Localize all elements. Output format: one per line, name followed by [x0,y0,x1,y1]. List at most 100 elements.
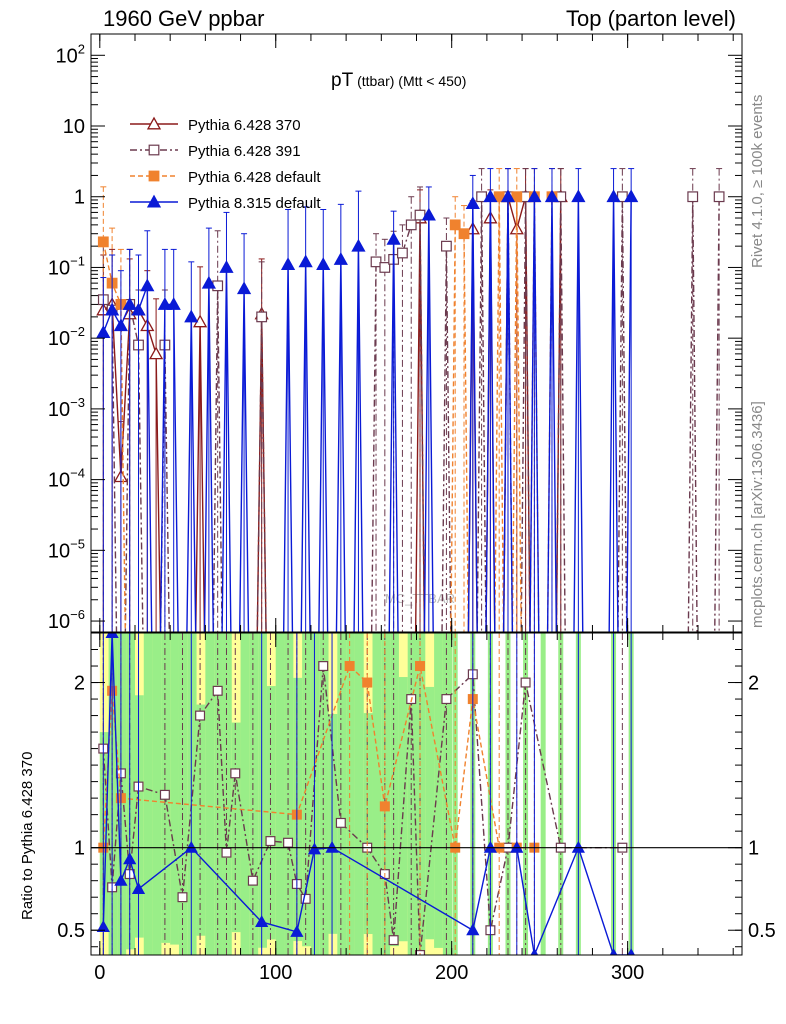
ratio-y-axis-label: Ratio to Pythia 6.428 370 [19,751,36,920]
ratio-uncertainty-band-layer [99,633,634,955]
data-point-marker [122,297,137,310]
data-point-marker [483,189,498,203]
ratio-band-green [319,633,330,955]
ratio-band-green [434,633,444,948]
header-left-label: 1960 GeV ppbar [103,6,265,31]
data-point-marker [379,262,391,273]
main-y-tick-label: 10 [63,116,85,138]
ratio-band-green [205,633,215,955]
ratio-band-green [442,633,453,955]
tick-exponent: −5 [70,536,85,551]
data-point-marker [177,892,188,903]
data-point-marker [146,194,162,208]
data-point-marker [236,281,252,295]
data-point-marker [571,189,586,203]
data-point-marker [255,915,269,928]
main-y-tick-label: 10−3 [48,395,85,421]
ratio-band-green [275,633,286,955]
ratio-band-green [354,633,365,955]
ratio-band-green [196,704,206,936]
data-point-marker [500,189,516,203]
legend-label: Pythia 6.428 391 [188,143,301,160]
main-y-tick-label: 10−2 [48,324,85,350]
data-point-marker [335,817,346,828]
data-point-marker [300,893,311,904]
data-point-marker [458,228,470,240]
data-point-marker [386,231,401,245]
ratio-band-green [258,633,268,948]
tick-exponent: −6 [70,607,85,622]
ratio-y-tick-label-right: 0.5 [748,920,776,942]
data-point-marker [283,837,294,848]
data-point-marker [627,948,635,955]
ratio-band-green [337,633,347,955]
ratio-band-green [134,695,145,938]
data-point-marker [351,238,366,252]
data-point-marker [159,789,170,800]
data-point-marker [221,847,232,858]
data-point-marker [333,252,348,265]
data-point-marker [370,256,382,268]
legend-label: Pythia 6.428 370 [188,117,301,134]
tick-exponent: −3 [70,395,85,410]
data-point-marker [307,842,322,855]
data-point-marker [466,923,480,936]
ratio-band-green [390,633,400,947]
ratio-band-green [328,713,338,934]
legend-label: Pythia 8.315 default [188,195,321,212]
header-right-label: Top (parton level) [566,6,736,31]
x-tick-label: 200 [435,962,468,984]
data-point-marker [397,247,408,259]
data-point-marker [148,144,160,156]
ratio-band-green [284,633,294,955]
data-point-marker [96,325,111,339]
data-point-marker [131,302,146,316]
tick-base: 10 [48,470,70,492]
tick-exponent: −4 [70,466,85,481]
ratio-band-green [231,722,242,933]
x-tick-label: 300 [611,962,644,984]
data-point-marker [97,236,109,248]
plot-title: pT (ttbar) (Mtt < 450) [331,70,466,91]
ratio-band-green [425,686,435,940]
ratio-band-green [363,713,374,935]
data-point-marker [530,948,539,955]
data-point-marker [441,694,452,705]
plot-title-main: pT [331,70,354,91]
data-point-marker [290,925,304,937]
data-point-marker [184,309,199,323]
data-point-marker [441,240,452,252]
ratio-band-green [302,633,312,947]
data-point-marker [421,207,436,221]
ratio-band-green [372,633,382,955]
data-point-marker [316,257,331,270]
ratio-band-green [126,633,136,950]
data-point-marker [344,661,355,672]
data-point-marker [298,254,313,268]
data-point-marker [212,685,223,696]
data-point-marker [113,318,129,332]
main-y-tick-label: 102 [56,41,85,67]
ratio-y-tick-label: 2 [74,673,85,695]
data-point-marker [713,191,725,203]
main-y-tick-label: 10−4 [48,466,85,492]
data-point-marker [527,189,542,203]
ratio-band-green [381,633,391,955]
ratio-band-green [108,633,118,955]
ratio-band-green [222,633,233,955]
ratio-y-tick-label: 1 [74,838,85,860]
ratio-band-green [152,633,162,955]
data-point-marker [379,801,390,812]
data-point-marker [318,661,329,672]
data-point-marker [609,948,618,955]
data-point-marker [157,297,173,310]
ratio-band-green [170,633,180,945]
rivet-version-label: Rivet 4.1.0, ≥ 100k events [749,94,766,268]
ratio-band-green [407,633,417,955]
data-point-marker [256,311,268,323]
legend: Pythia 6.428 370 Pythia 6.428 391 Pythia 6… [130,116,321,212]
ratio-y-tick-label-right: 2 [748,673,759,695]
data-point-marker [105,302,120,316]
tick-base: 10 [48,257,70,279]
